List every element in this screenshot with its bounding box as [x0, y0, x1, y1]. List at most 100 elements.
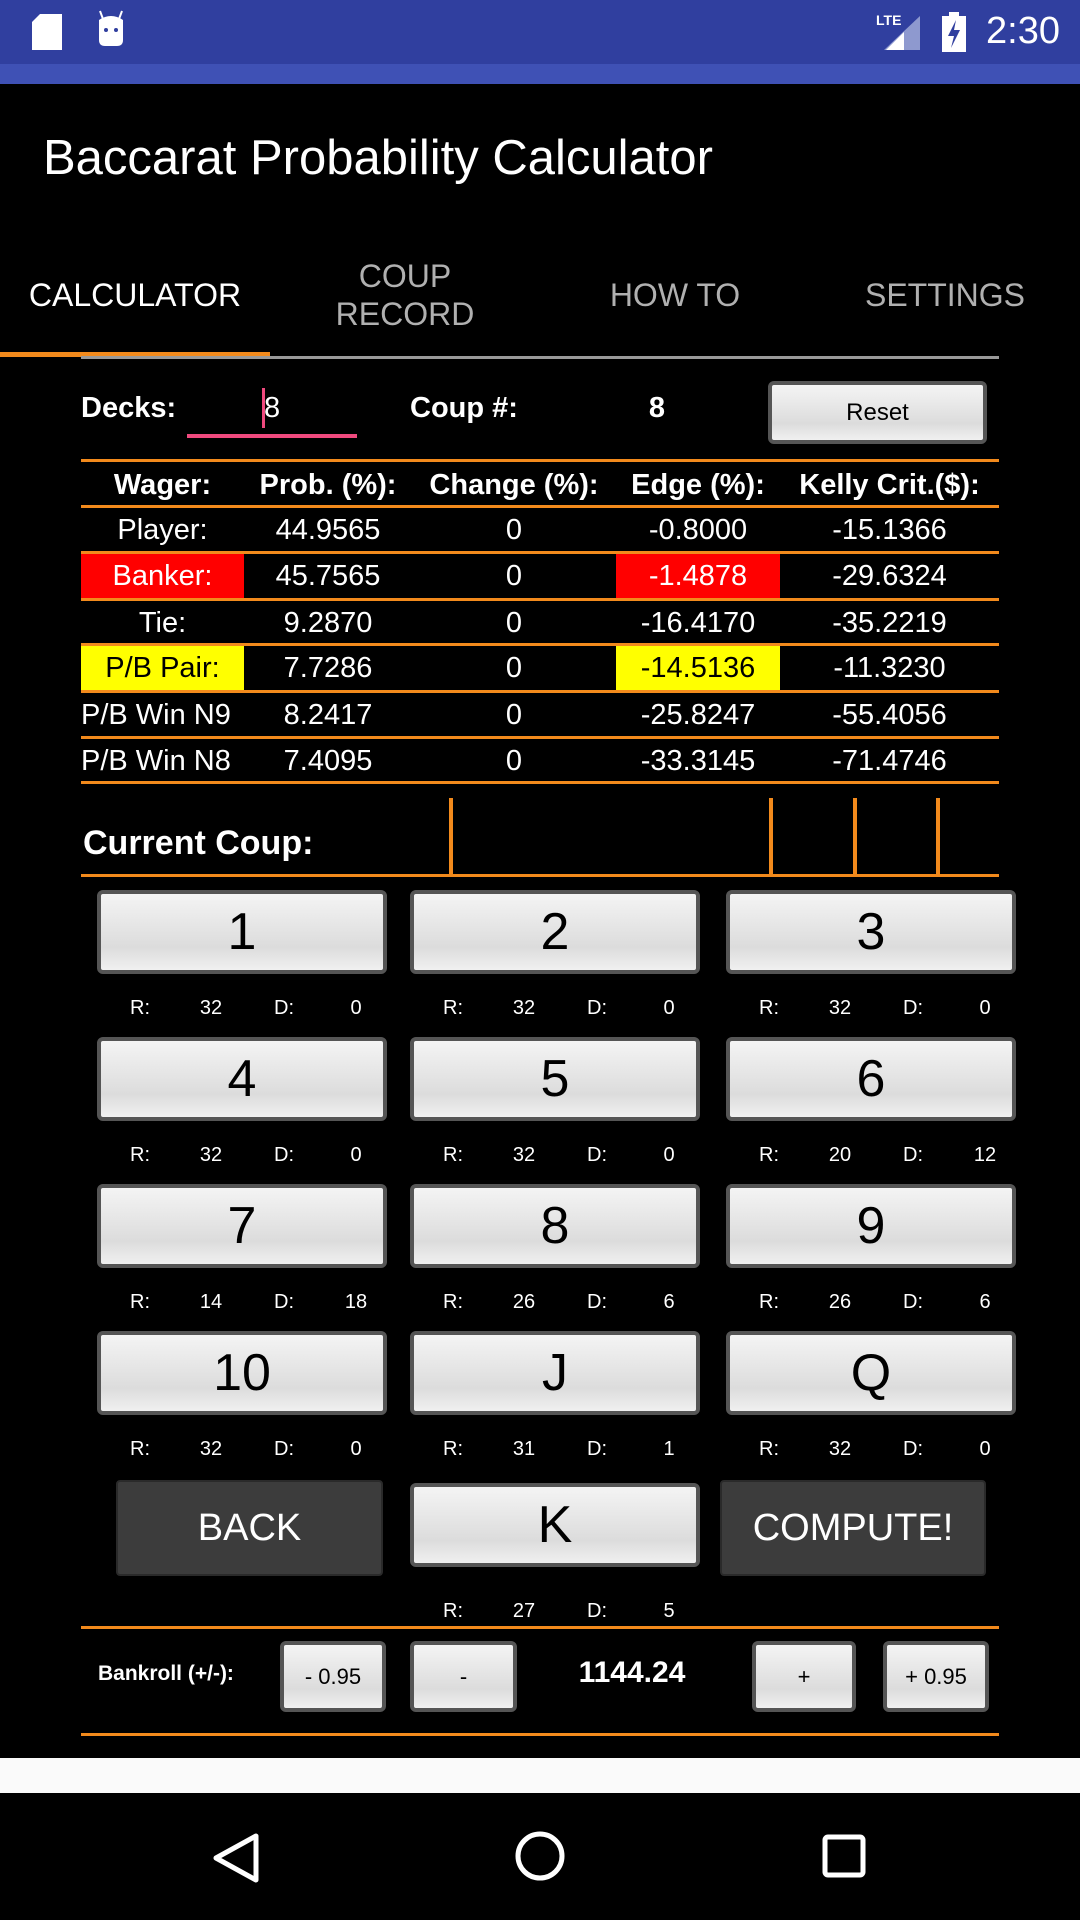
dealt-count: 0 [663, 997, 675, 1019]
dealt-count: 18 [344, 1291, 368, 1313]
coup-number: 8 [648, 392, 666, 424]
recents-nav-icon[interactable] [822, 1834, 866, 1878]
app-title: Baccarat Probability Calculator [43, 131, 713, 185]
bankroll-label: Bankroll (+/-): [98, 1662, 234, 1685]
text-cursor [262, 388, 265, 428]
dealt-count: 0 [663, 1144, 675, 1166]
remaining-label: R: [443, 1600, 463, 1622]
coup-divider [936, 798, 940, 874]
coup-label: Coup #: [410, 392, 518, 424]
remaining-label: R: [759, 1291, 779, 1313]
bankroll-minus-095-button[interactable]: - 0.95 [280, 1641, 386, 1712]
dealt-label: D: [903, 997, 923, 1019]
signal-icon [884, 16, 920, 50]
bankroll-plus-095-button[interactable]: + 0.95 [883, 1641, 989, 1712]
decks-value: 8 [264, 392, 281, 424]
table-cell: -0.8000 [648, 513, 748, 546]
card-button-6[interactable]: 6 [726, 1037, 1016, 1121]
coup-divider [769, 798, 773, 874]
remaining-count: 14 [199, 1291, 223, 1313]
card-button-8[interactable]: 8 [410, 1184, 700, 1268]
clock: 2:30 [986, 10, 1060, 52]
card-button-4[interactable]: 4 [97, 1037, 387, 1121]
tab-divider [81, 356, 999, 359]
back-nav-icon[interactable] [212, 1833, 260, 1883]
wager-label: P/B Win N9 [81, 698, 231, 731]
decks-label: Decks: [81, 392, 177, 424]
dealt-count: 12 [973, 1144, 997, 1166]
dealt-label: D: [587, 1144, 607, 1166]
tab-calculator[interactable]: CALCULATOR [28, 277, 242, 313]
remaining-count: 32 [828, 997, 852, 1019]
dealt-count: 0 [350, 1144, 362, 1166]
card-button-10[interactable]: 10 [97, 1331, 387, 1415]
reset-button[interactable]: Reset [768, 381, 987, 444]
card-button-J[interactable]: J [410, 1331, 700, 1415]
table-cell: 8.2417 [283, 698, 373, 731]
wager-label: P/B Pair: [81, 646, 244, 690]
table-cell: -29.6324 [832, 559, 947, 592]
table-cell: -35.2219 [832, 606, 947, 639]
dealt-count: 0 [979, 997, 991, 1019]
table-divider [81, 643, 999, 646]
bottom-strip [0, 1758, 1080, 1793]
remaining-count: 26 [512, 1291, 536, 1313]
dealt-count: 0 [979, 1438, 991, 1460]
card-button-7[interactable]: 7 [97, 1184, 387, 1268]
tab-coup-record[interactable]: COUP RECORD [335, 258, 475, 332]
bankroll-minus-button[interactable]: - [410, 1641, 517, 1712]
wager-label: P/B Win N8 [81, 744, 231, 777]
bankroll-value: 1144.24 [578, 1656, 686, 1689]
back-button[interactable]: BACK [116, 1480, 383, 1576]
dealt-count: 1 [663, 1438, 675, 1460]
compute-button[interactable]: COMPUTE! [720, 1480, 986, 1576]
table-cell: 0 [505, 513, 523, 546]
bankroll-plus-button[interactable]: + [752, 1641, 856, 1712]
table-divider [81, 505, 999, 508]
table-header: Kelly Crit.($): [799, 468, 980, 501]
card-button-3[interactable]: 3 [726, 890, 1016, 974]
decks-input[interactable]: 8 [187, 388, 357, 438]
remaining-label: R: [130, 1291, 150, 1313]
table-divider [81, 736, 999, 739]
table-cell: 0 [505, 606, 523, 639]
table-cell: 0 [505, 651, 523, 684]
dealt-count: 0 [350, 1438, 362, 1460]
android-icon [99, 10, 123, 46]
lte-label: LTE [876, 12, 902, 28]
table-divider [81, 598, 999, 601]
remaining-count: 32 [199, 1144, 223, 1166]
remaining-label: R: [443, 1144, 463, 1166]
remaining-label: R: [759, 1438, 779, 1460]
dealt-label: D: [274, 997, 294, 1019]
remaining-count: 32 [512, 997, 536, 1019]
card-button-5[interactable]: 5 [410, 1037, 700, 1121]
card-button-2[interactable]: 2 [410, 890, 700, 974]
active-tab-indicator [0, 352, 270, 357]
remaining-label: R: [130, 997, 150, 1019]
remaining-label: R: [759, 1144, 779, 1166]
table-cell: -15.1366 [832, 513, 947, 546]
tab-settings[interactable]: SETTINGS [864, 277, 1025, 313]
table-header: Wager: [113, 468, 212, 501]
divider [81, 874, 999, 877]
remaining-label: R: [443, 997, 463, 1019]
card-button-1[interactable]: 1 [97, 890, 387, 974]
home-nav-icon[interactable] [514, 1830, 566, 1882]
wager-label: Player: [117, 513, 208, 546]
tab-how-to[interactable]: HOW TO [609, 277, 741, 313]
remaining-count: 31 [512, 1438, 536, 1460]
remaining-label: R: [443, 1291, 463, 1313]
table-cell: -1.4878 [616, 554, 780, 598]
card-button-9[interactable]: 9 [726, 1184, 1016, 1268]
remaining-label: R: [130, 1438, 150, 1460]
dealt-label: D: [587, 1438, 607, 1460]
card-button-K[interactable]: K [410, 1483, 700, 1567]
table-cell: -14.5136 [616, 646, 780, 690]
dealt-count: 0 [350, 997, 362, 1019]
dealt-count: 5 [663, 1600, 675, 1622]
card-button-Q[interactable]: Q [726, 1331, 1016, 1415]
table-cell: -71.4746 [832, 744, 947, 777]
remaining-count: 32 [512, 1144, 536, 1166]
table-cell: -11.3230 [833, 651, 946, 684]
